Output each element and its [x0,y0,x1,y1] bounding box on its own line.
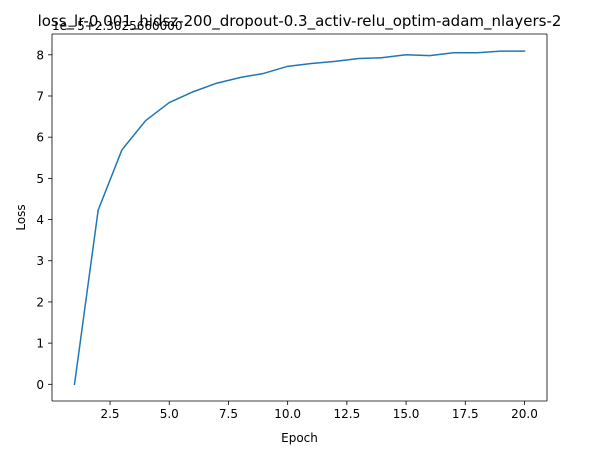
x-tick-label: 10.0 [274,407,301,421]
x-tick-label: 15.0 [393,407,420,421]
x-tick-label: 5.0 [160,407,179,421]
y-tick-label: 7 [36,89,44,103]
x-axis-label: Epoch [281,431,318,445]
y-tick-label: 6 [36,131,44,145]
y-offset-text: 1e−5+2.3025660000 [52,19,183,33]
y-tick-label: 8 [36,48,44,62]
y-tick-label: 5 [36,172,44,186]
x-tick-label: 20.0 [511,407,538,421]
x-tick-label: 7.5 [219,407,238,421]
y-tick-label: 4 [36,213,44,227]
chart-title: loss_lr-0.001_hidsz-200_dropout-0.3_acti… [38,12,562,31]
x-tick-label: 2.5 [100,407,119,421]
x-tick-label: 12.5 [334,407,361,421]
y-axis-label: Loss [14,204,28,230]
y-tick-label: 1 [36,337,44,351]
series-line-0 [73,50,526,386]
y-tick-label: 3 [36,254,44,268]
y-tick-label: 2 [36,295,44,309]
y-tick-label: 0 [36,378,44,392]
x-tick-label: 17.5 [452,407,479,421]
